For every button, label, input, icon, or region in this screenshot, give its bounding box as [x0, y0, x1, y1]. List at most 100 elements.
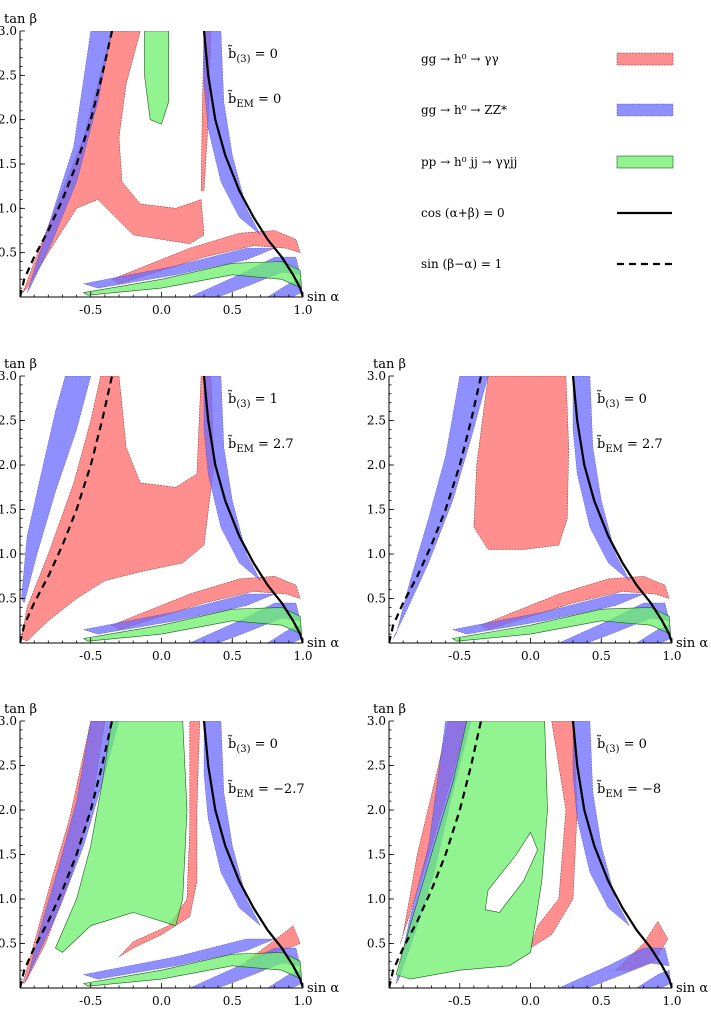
legend-swatch-blue: [616, 103, 674, 117]
legend-label: gg → h⁰ → ZZ*: [421, 103, 507, 117]
y-tick-label: 3.0: [0, 714, 17, 728]
plot-area: [389, 721, 672, 988]
line-cos-alpha-plus-beta: [202, 376, 303, 643]
y-tick-label: 1.0: [367, 547, 386, 561]
x-axis-label: sin α: [676, 981, 708, 996]
y-tick-label: 0.5: [0, 592, 17, 606]
region-gg-zz: [572, 721, 630, 926]
line-sin-beta-minus-alpha: [20, 31, 114, 297]
x-tick-label: -0.5: [79, 303, 102, 317]
y-tick-label: 3.0: [367, 714, 386, 728]
x-tick-label: -0.5: [448, 994, 471, 1008]
y-tick-label: 0.5: [0, 246, 17, 260]
region-pp-gammagammajj: [82, 261, 302, 296]
y-axis-label: tan β: [4, 357, 37, 372]
x-tick-label: -0.5: [79, 649, 102, 663]
legend-label: cos (α+β) = 0: [421, 206, 505, 220]
y-tick-label: 2.0: [367, 458, 386, 472]
x-tick-label: 0.0: [521, 994, 540, 1008]
x-tick-label: 1.0: [293, 994, 312, 1008]
plot-area: [20, 31, 303, 297]
param-b3-label: b̃(3) = 0: [596, 735, 647, 755]
param-bem-label: b̃EM = 2.7: [227, 435, 293, 455]
x-tick-label: 0.5: [592, 994, 611, 1008]
x-tick-label: 0.0: [152, 649, 171, 663]
x-tick-label: 1.0: [662, 649, 681, 663]
x-axis-label: sin α: [307, 981, 339, 996]
param-bem-label: b̃EM = 2.7: [596, 435, 662, 455]
region-gg-zz: [24, 721, 120, 984]
y-tick-label: 0.5: [367, 937, 386, 951]
y-tick-label: 1.0: [0, 892, 17, 906]
legend-swatch-red: [616, 52, 674, 66]
y-tick-label: 1.5: [367, 503, 386, 517]
y-axis-label: tan β: [373, 357, 406, 372]
region-pp-gammagammajj: [82, 952, 302, 987]
line-sin-beta-minus-alpha: [20, 721, 114, 988]
y-axis-label: tan β: [4, 12, 37, 27]
region-pp-gammagammajj: [82, 607, 302, 642]
y-tick-label: 2.0: [0, 803, 17, 817]
region-gg-zz: [572, 376, 630, 581]
param-bem-label: b̃EM = −2.7: [227, 780, 304, 800]
region-gg-zz: [21, 376, 92, 604]
line-cos-alpha-plus-beta: [202, 721, 303, 988]
x-tick-label: 1.0: [293, 303, 312, 317]
legend-label: pp → h⁰ jj → γγjj: [421, 155, 517, 169]
param-b3-label: b̃(3) = 0: [596, 390, 647, 410]
y-tick-label: 1.0: [367, 892, 386, 906]
x-tick-label: 0.5: [223, 303, 242, 317]
param-b3-label: b̃(3) = 0: [227, 735, 278, 755]
y-tick-label: 1.5: [367, 848, 386, 862]
region-gg-gammagamma: [118, 721, 200, 958]
x-axis-label: sin α: [307, 636, 339, 651]
param-b3-label: b̃(3) = 1: [227, 390, 278, 410]
x-axis-label: sin α: [307, 290, 339, 305]
x-tick-label: 0.5: [223, 649, 242, 663]
y-tick-label: 1.5: [0, 848, 17, 862]
region-gg-gammagamma: [21, 376, 215, 642]
y-tick-label: 2.5: [0, 759, 17, 773]
x-tick-label: 0.0: [152, 303, 171, 317]
line-cos-alpha-plus-beta: [571, 721, 672, 988]
region-gg-zz: [452, 593, 644, 635]
param-bem-label: b̃EM = −8: [596, 780, 661, 800]
y-tick-label: 1.0: [0, 201, 17, 215]
region-gg-gammagamma: [530, 721, 578, 949]
region-gg-zz: [203, 31, 261, 236]
plot-area: [20, 721, 303, 988]
y-tick-label: 0.5: [0, 937, 17, 951]
region-gg-zz: [636, 969, 671, 988]
line-cos-alpha-plus-beta: [202, 31, 303, 297]
plot-area: [20, 376, 303, 643]
y-tick-label: 1.0: [0, 547, 17, 561]
line-cos-alpha-plus-beta: [571, 376, 672, 643]
region-gg-gammagamma: [246, 925, 301, 962]
x-tick-label: 0.0: [152, 994, 171, 1008]
legend-label: gg → h⁰ → γγ: [421, 52, 499, 66]
y-tick-label: 1.5: [0, 503, 17, 517]
y-tick-label: 3.0: [0, 24, 17, 38]
x-tick-label: 1.0: [293, 649, 312, 663]
y-tick-label: 2.5: [367, 414, 386, 428]
region-gg-zz: [558, 947, 670, 988]
param-b3-label: b̃(3) = 0: [227, 45, 278, 65]
region-gg-zz: [393, 376, 489, 639]
line-sin-beta-minus-alpha: [20, 376, 114, 643]
y-tick-label: 2.5: [0, 414, 17, 428]
legend-label: sin (β−α) = 1: [421, 257, 502, 271]
region-pp-gammagammajj: [55, 721, 188, 953]
y-tick-label: 0.5: [367, 592, 386, 606]
region-gg-zz: [203, 376, 261, 581]
y-tick-label: 3.0: [367, 369, 386, 383]
region-gg-zz: [83, 593, 275, 635]
y-tick-label: 2.0: [367, 803, 386, 817]
region-gg-gammagamma: [22, 31, 205, 293]
region-gg-zz: [203, 721, 261, 926]
y-axis-label: tan β: [373, 702, 406, 717]
legend: gg → h⁰ → γγ gg → h⁰ → ZZ* pp → h⁰ jj → γγ…: [421, 52, 674, 271]
